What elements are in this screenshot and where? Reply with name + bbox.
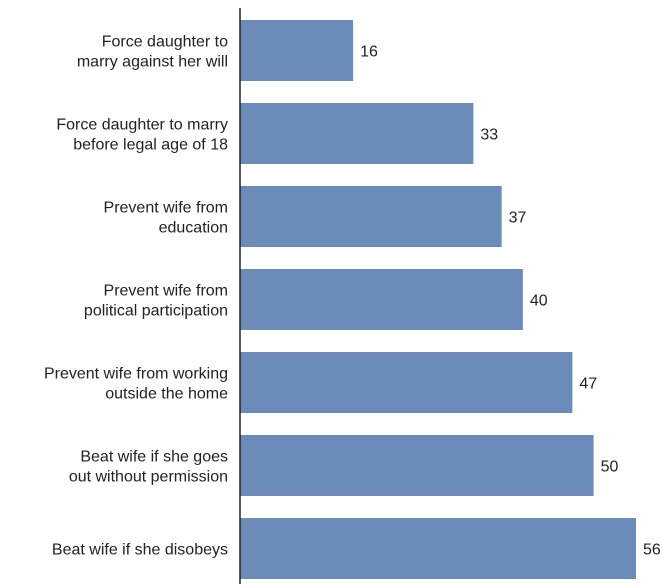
category-label-0-line-1: marry against her will bbox=[77, 54, 228, 71]
bar-6 bbox=[240, 518, 636, 579]
bar-2 bbox=[240, 186, 502, 247]
value-label-2: 37 bbox=[509, 210, 527, 227]
category-label-3-line-1: political participation bbox=[84, 303, 228, 320]
category-label-6-line-0: Beat wife if she disobeys bbox=[52, 542, 228, 559]
category-label-0: Force daughter to marry against her will bbox=[77, 34, 228, 71]
value-label-6: 56 bbox=[643, 542, 661, 559]
category-label-5: Beat wife if she goes out without permiss… bbox=[69, 449, 228, 486]
category-label-1: Force daughter to marry before legal age … bbox=[56, 117, 228, 154]
category-label-5-line-1: out without permission bbox=[69, 469, 228, 486]
category-label-2: Prevent wife from education bbox=[104, 200, 228, 237]
category-label-4: Prevent wife from working outside the hom… bbox=[44, 366, 228, 403]
value-label-1: 33 bbox=[480, 127, 498, 144]
value-label-0: 16 bbox=[360, 44, 378, 61]
category-label-5-line-0: Beat wife if she goes bbox=[80, 449, 228, 466]
category-label-2-line-1: education bbox=[159, 220, 228, 237]
category-label-2-line-0: Prevent wife from bbox=[104, 200, 228, 217]
category-label-1-line-0: Force daughter to marry bbox=[56, 117, 228, 134]
category-label-3: Prevent wife from political participation bbox=[84, 283, 228, 320]
value-label-4: 47 bbox=[579, 376, 597, 393]
category-label-6: Beat wife if she disobeys bbox=[52, 542, 228, 559]
value-label-5: 50 bbox=[601, 459, 619, 476]
value-label-3: 40 bbox=[530, 293, 548, 310]
category-label-4-line-0: Prevent wife from working bbox=[44, 366, 228, 383]
category-label-1-line-1: before legal age of 18 bbox=[73, 137, 228, 154]
category-label-3-line-0: Prevent wife from bbox=[104, 283, 228, 300]
bar-0 bbox=[240, 20, 354, 81]
bar-4 bbox=[240, 352, 573, 413]
bar-1 bbox=[240, 103, 474, 164]
category-label-0-line-0: Force daughter to bbox=[102, 34, 228, 51]
bars-layer bbox=[240, 20, 636, 579]
category-label-4-line-1: outside the home bbox=[105, 386, 228, 403]
category-labels-layer: Force daughter to marry against her willF… bbox=[44, 34, 228, 559]
bar-5 bbox=[240, 435, 594, 496]
bar-3 bbox=[240, 269, 523, 330]
value-labels-layer: 16 33 37 40 47 50 56 bbox=[360, 44, 661, 559]
